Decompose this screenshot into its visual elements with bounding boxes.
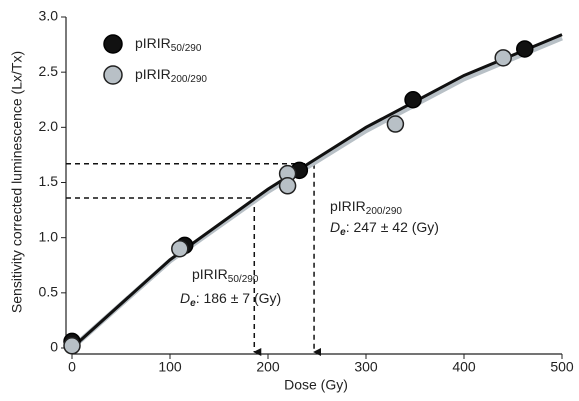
- x-tick-label: 200: [256, 359, 280, 375]
- de-text: : 247 ± 42 (Gy): [346, 219, 439, 235]
- legend-label: pIRIR200/290: [135, 66, 207, 85]
- de-symbol: D: [180, 290, 190, 306]
- data-point: [278, 177, 297, 195]
- fit-curve: [70, 35, 563, 350]
- annotation-name: pIRIR: [330, 198, 366, 214]
- data-point: [494, 49, 512, 67]
- annotation-subscript: 50/290: [228, 274, 259, 285]
- legend-subscript: 200/290: [171, 74, 208, 85]
- annotation-value: De: 186 ± 7 (Gy): [180, 290, 281, 309]
- y-tick-label: 2.0: [39, 118, 59, 134]
- legend-marker: [103, 65, 123, 85]
- data-point: [171, 239, 189, 258]
- annotation-subscript: 200/290: [366, 206, 403, 217]
- annotation-label: pIRIR200/290: [330, 198, 402, 217]
- y-tick-label: 1.0: [39, 228, 59, 244]
- annotation-value: De: 247 ± 42 (Gy): [330, 219, 439, 238]
- legend-label: pIRIR50/290: [135, 35, 202, 54]
- y-tick-label: 0: [50, 339, 58, 355]
- x-tick-label: 0: [68, 359, 76, 375]
- de-subscript: e: [190, 298, 196, 309]
- x-tick-label: 400: [452, 359, 476, 375]
- x-tick-label: 100: [158, 359, 182, 375]
- legend-name: pIRIR: [135, 66, 171, 82]
- de-text: : 186 ± 7 (Gy): [196, 290, 282, 306]
- annotation-label: pIRIR50/290: [192, 266, 259, 285]
- fit-curve: [70, 33, 563, 350]
- data-point: [516, 40, 534, 58]
- y-axis-label: Sensitivity corrected luminescence (Lx/T…: [9, 51, 25, 313]
- data-point: [404, 91, 422, 109]
- de-symbol: D: [330, 219, 340, 235]
- legend-subscript: 50/290: [171, 43, 202, 54]
- legend-name: pIRIR: [135, 35, 171, 51]
- data-point: [386, 115, 405, 133]
- y-tick-label: 0.5: [39, 284, 59, 300]
- x-tick-label: 500: [550, 359, 574, 375]
- data-point: [63, 337, 81, 355]
- y-tick-label: 1.5: [39, 173, 59, 189]
- y-tick-label: 2.5: [39, 63, 59, 79]
- x-tick-label: 300: [354, 359, 378, 375]
- annotation-name: pIRIR: [192, 266, 228, 282]
- y-tick-label: 3.0: [39, 8, 59, 24]
- de-subscript: e: [340, 227, 346, 238]
- x-axis-label: Dose (Gy): [284, 377, 348, 393]
- legend-marker: [103, 34, 123, 54]
